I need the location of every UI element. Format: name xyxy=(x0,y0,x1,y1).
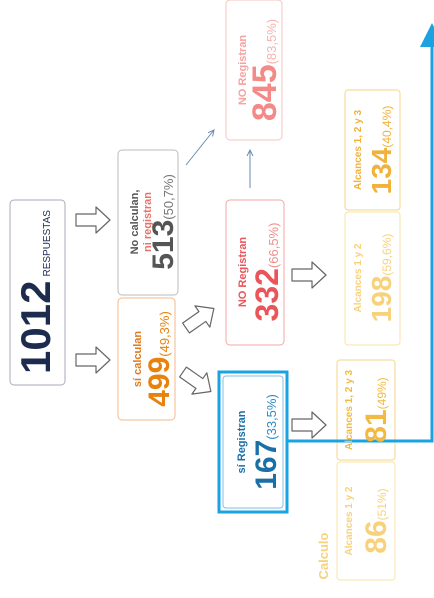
node-box xyxy=(117,297,176,421)
node-text: 845(83,5%) xyxy=(246,19,284,121)
value: 167 xyxy=(250,440,283,490)
percent: (49,3%) xyxy=(157,311,172,357)
node-text: 332(66,5%) xyxy=(249,223,285,322)
label: Alcances 1, 2 y 3 xyxy=(353,110,364,190)
percent: (83,5%) xyxy=(264,19,279,65)
value: 332 xyxy=(249,268,285,321)
value: 198 xyxy=(366,276,397,323)
node-box xyxy=(344,211,401,346)
label: RESPUESTAS xyxy=(42,210,53,277)
node-box xyxy=(225,0,283,141)
percent: (59,6%) xyxy=(380,234,394,276)
node-box xyxy=(336,461,396,581)
arrows xyxy=(75,23,434,443)
group-label: Calculo xyxy=(316,532,331,579)
node-box xyxy=(225,199,285,346)
node-text: 134(40,4%) xyxy=(366,106,397,195)
node-text: 499(49,3%) xyxy=(143,311,176,407)
arrow xyxy=(75,346,111,374)
node-box xyxy=(344,89,401,211)
percent: (33,5%) xyxy=(264,394,279,440)
value: 81 xyxy=(360,409,393,442)
node-box xyxy=(222,375,284,509)
label: sí calculan xyxy=(132,331,144,388)
node-box xyxy=(336,359,396,461)
node-text: 1012 RESPUESTAS xyxy=(12,210,59,374)
node-text: 86(51%) xyxy=(360,488,393,553)
value: 845 xyxy=(246,64,284,121)
percent: (50,7%) xyxy=(161,174,176,220)
arrow xyxy=(291,411,327,439)
label: Alcances 1 y 2 xyxy=(353,243,364,312)
value: 513 xyxy=(147,220,180,270)
thin-arrow xyxy=(185,130,214,166)
label: No calculan, xyxy=(129,190,141,255)
connector xyxy=(286,23,434,443)
label: NO Registran xyxy=(237,237,249,308)
arrow xyxy=(291,261,327,289)
label: Alcances 1 y 2 xyxy=(344,486,355,555)
arrow xyxy=(181,305,215,334)
arrow xyxy=(178,366,212,395)
value: 499 xyxy=(143,357,176,407)
node-text: 198(59,6%) xyxy=(366,234,397,323)
percent: (40,4%) xyxy=(380,106,394,148)
node-box xyxy=(9,199,66,386)
node-text: 167(33,5%) xyxy=(250,394,283,490)
label: sí Registran xyxy=(236,410,248,473)
arrow xyxy=(75,206,111,234)
percent: (51%) xyxy=(375,488,389,520)
value: 86 xyxy=(360,520,393,553)
node-box xyxy=(117,149,179,296)
label: NO Registran xyxy=(237,35,249,106)
label: ni registran xyxy=(142,192,154,252)
node-text: 81(49%) xyxy=(360,377,393,442)
value: 1012 xyxy=(12,281,59,374)
label: Alcances 1, 2 y 3 xyxy=(344,370,355,450)
value: 134 xyxy=(366,147,397,194)
percent: (66,5%) xyxy=(266,223,281,269)
percent: (49%) xyxy=(375,377,389,409)
node-text: 513(50,7%) xyxy=(147,174,180,270)
